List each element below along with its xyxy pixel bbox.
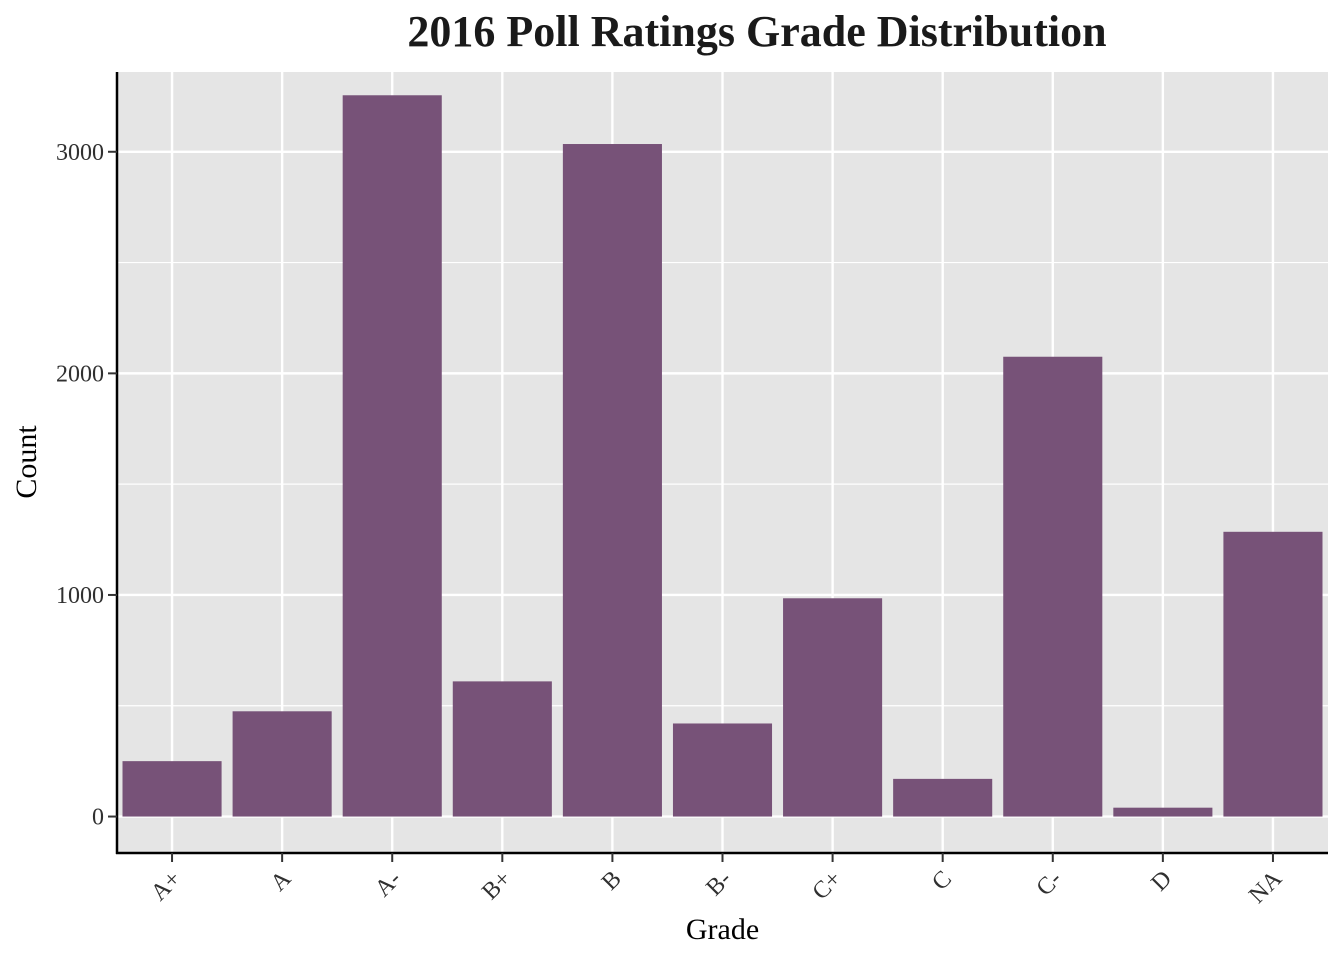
bar-B- [672, 723, 773, 817]
y-tick-label: 3000 [56, 140, 104, 166]
x-axis-title: Grade [686, 913, 759, 946]
bar-A+ [122, 761, 222, 817]
y-tick-label: 1000 [56, 583, 104, 609]
chart-title: 2016 Poll Ratings Grade Distribution [407, 7, 1107, 56]
x-tick-label: B- [701, 866, 736, 901]
x-tick-label: A+ [146, 866, 186, 906]
x-tick-label: C+ [808, 866, 847, 905]
x-tick-label: A [266, 865, 297, 896]
bars [122, 95, 1323, 817]
x-tick-label: D [1146, 866, 1177, 897]
x-tick-label: B [597, 866, 627, 896]
bar-A- [342, 95, 442, 817]
bar-NA [1223, 531, 1323, 817]
bar-B [562, 144, 662, 817]
bar-A [232, 711, 332, 817]
x-tick-label: A- [370, 866, 406, 902]
x-tick-label: B+ [477, 866, 516, 905]
x-axis-ticks: A+ A A- B+ B B- C+ C C- D NA [146, 853, 1288, 909]
bar-D [1113, 807, 1213, 817]
bar-B+ [452, 681, 552, 817]
x-tick-label: C- [1032, 866, 1067, 901]
y-tick-label: 2000 [56, 361, 104, 387]
bar-C+ [783, 598, 883, 817]
y-tick-label: 0 [92, 805, 104, 831]
x-tick-label: NA [1244, 865, 1287, 908]
y-axis-title: Count [10, 425, 43, 499]
bar-C [893, 778, 993, 817]
y-axis-ticks: 0 1000 2000 3000 [56, 140, 117, 831]
x-tick-label: C [927, 866, 957, 896]
bar-C- [1003, 356, 1103, 817]
